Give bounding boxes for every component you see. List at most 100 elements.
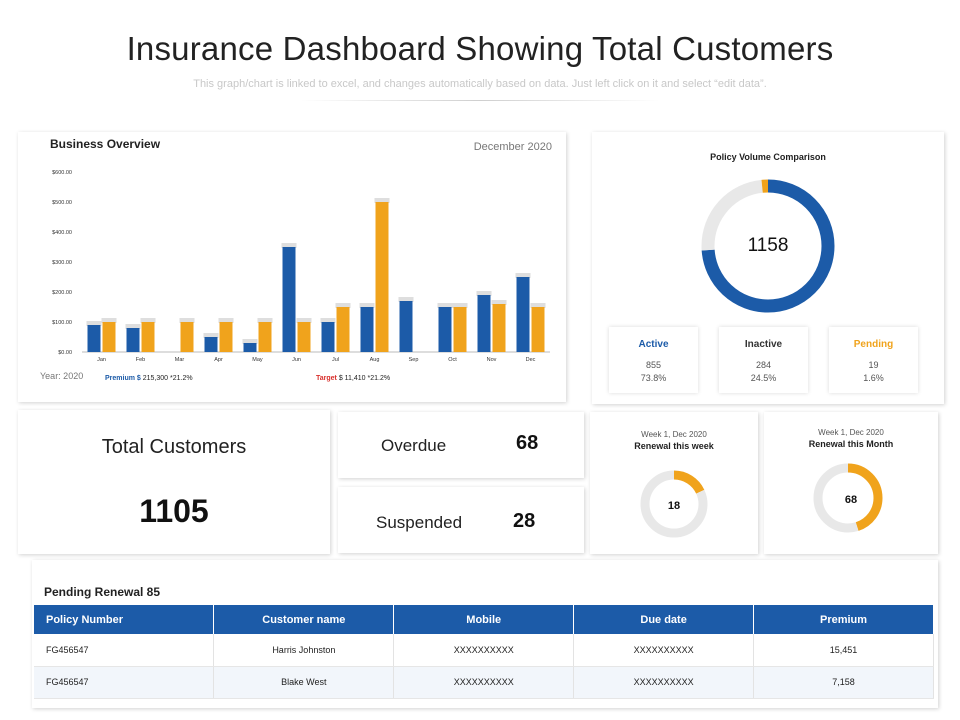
bar-shadow: [359, 303, 375, 308]
page-title: Insurance Dashboard Showing Total Custom…: [126, 30, 834, 67]
stat-pending-pct: 1.6%: [863, 373, 884, 383]
policy-volume-total: 1158: [747, 235, 789, 256]
total-customers-label: Total Customers: [101, 436, 247, 458]
bar-target-jul: [336, 307, 350, 352]
policy-volume-card: Policy Volume Comparison 1158 Active 855…: [592, 132, 944, 404]
bar-shadow: [530, 303, 546, 308]
bar-shadow: [203, 333, 219, 338]
business-overview-chart: $0.00 $100.00 $200.00 $300.00 $400.00 $500.00…: [52, 170, 550, 363]
x-tick-label: Apr: [214, 357, 223, 363]
bar-shadow: [452, 303, 468, 308]
pending-renewal-title: Pending Renewal 85: [44, 585, 161, 599]
stat-inactive-label: Inactive: [744, 339, 783, 350]
business-overview-card: Business Overview December 2020 $0.00 $10…: [18, 132, 566, 402]
total-customers-card: Total Customers 1105: [18, 410, 330, 554]
bar-premium-sep: [399, 301, 413, 352]
renewal-month-value: 68: [844, 494, 858, 506]
renewal-month-card: Week 1, Dec 2020 Renewal this Month 68: [764, 412, 938, 554]
bar-premium-dec: [516, 277, 530, 352]
cell-due-date: XXXXXXXXXX: [573, 634, 755, 667]
bar-shadow: [257, 318, 273, 323]
column-header-policy-number: Policy Number: [34, 605, 215, 634]
bar-premium-aug: [360, 307, 374, 352]
renewal-week-value: 18: [667, 500, 681, 512]
y-tick-label: $400.00: [52, 230, 72, 236]
bar-shadow: [125, 324, 141, 329]
bar-shadow: [218, 318, 234, 323]
x-tick-label: Dec: [526, 357, 536, 363]
column-header-premium: Premium: [753, 605, 934, 634]
bar-premium-feb: [126, 328, 140, 352]
bar-shadow: [179, 318, 195, 323]
renewal-month-slice-1: [813, 463, 883, 533]
y-tick-label: $500.00: [52, 200, 72, 206]
suspended-card: Suspended 28: [338, 487, 584, 553]
page-subtitle: This graph/chart is linked to excel, and…: [193, 78, 767, 90]
stat-active-label: Active: [638, 339, 669, 350]
bar-shadow: [320, 318, 336, 323]
bar-shadow: [296, 318, 312, 323]
bar-shadow: [242, 339, 258, 344]
stat-inactive-count: 284: [755, 360, 772, 370]
renewal-month-title: Renewal this Month: [808, 439, 894, 449]
cell-customer-name: Blake West: [213, 666, 395, 699]
cell-mobile: XXXXXXXXXX: [393, 634, 575, 667]
policy-volume-donut: [701, 179, 835, 313]
bar-target-dec: [531, 307, 545, 352]
x-tick-label: Aug: [370, 357, 380, 363]
bar-target-feb: [141, 322, 155, 352]
target-value: $ 11,410 *21.2%: [338, 375, 391, 382]
bar-shadow: [398, 297, 414, 302]
y-tick-label: $300.00: [52, 260, 72, 266]
bar-target-apr: [219, 322, 233, 352]
premium-value: 215,300 *21.2%: [142, 375, 193, 382]
bar-target-may: [258, 322, 272, 352]
bar-target-oct: [453, 307, 467, 352]
cell-customer-name: Harris Johnston: [213, 634, 395, 667]
cell-premium: 15,451: [753, 634, 934, 667]
column-header-mobile: Mobile: [393, 605, 575, 634]
renewal-week-card: Week 1, Dec 2020 Renewal this week 18: [590, 412, 758, 554]
overdue-value: 68: [516, 432, 539, 454]
column-header-due-date: Due date: [573, 605, 755, 634]
cell-due-date: XXXXXXXXXX: [573, 666, 755, 699]
renewal-month-period: Week 1, Dec 2020: [818, 428, 884, 437]
renewal-week-period: Week 1, Dec 2020: [641, 430, 707, 439]
bar-premium-jul: [321, 322, 335, 352]
bar-premium-may: [243, 343, 257, 352]
renewal-week-donut: [640, 470, 708, 538]
pending-renewal-card: Pending Renewal 85 Policy Number Custome…: [32, 560, 938, 708]
bar-shadow: [437, 303, 453, 308]
suspended-value: 28: [513, 510, 536, 532]
pending-renewal-table: Policy Number Customer name Mobile Due d…: [34, 605, 934, 699]
bar-shadow: [491, 300, 507, 305]
column-header-customer-name: Customer name: [213, 605, 395, 634]
bar-shadow: [515, 273, 531, 278]
stat-pending: Pending 19 1.6%: [829, 327, 918, 393]
bar-shadow: [101, 318, 117, 323]
premium-label: Premium $: [105, 375, 141, 382]
bar-premium-jun: [282, 247, 296, 352]
x-tick-label: Jun: [292, 357, 301, 363]
x-tick-label: Jul: [332, 357, 339, 363]
suspended-label: Suspended: [376, 513, 463, 532]
bar-premium-apr: [204, 337, 218, 352]
bar-target-jan: [102, 322, 116, 352]
renewal-month-donut: [813, 463, 883, 533]
target-summary: Target $ 11,410 *21.2%: [316, 375, 390, 382]
stat-inactive: Inactive 284 24.5%: [719, 327, 808, 393]
bar-shadow: [335, 303, 351, 308]
y-tick-label: $0.00: [58, 350, 72, 356]
stat-pending-label: Pending: [853, 339, 894, 350]
bar-shadow: [86, 321, 102, 326]
cell-premium: 7,158: [753, 666, 934, 699]
x-tick-label: May: [252, 357, 263, 363]
y-tick-label: $600.00: [52, 170, 72, 176]
cell-policy-number: FG456547: [34, 634, 215, 667]
policy-volume-slice-1: [701, 179, 835, 313]
bar-target-nov: [492, 304, 506, 352]
bar-shadow: [374, 198, 390, 203]
title-divider: [300, 100, 660, 101]
x-tick-label: Jan: [97, 357, 106, 363]
stat-inactive-pct: 24.5%: [750, 373, 777, 383]
